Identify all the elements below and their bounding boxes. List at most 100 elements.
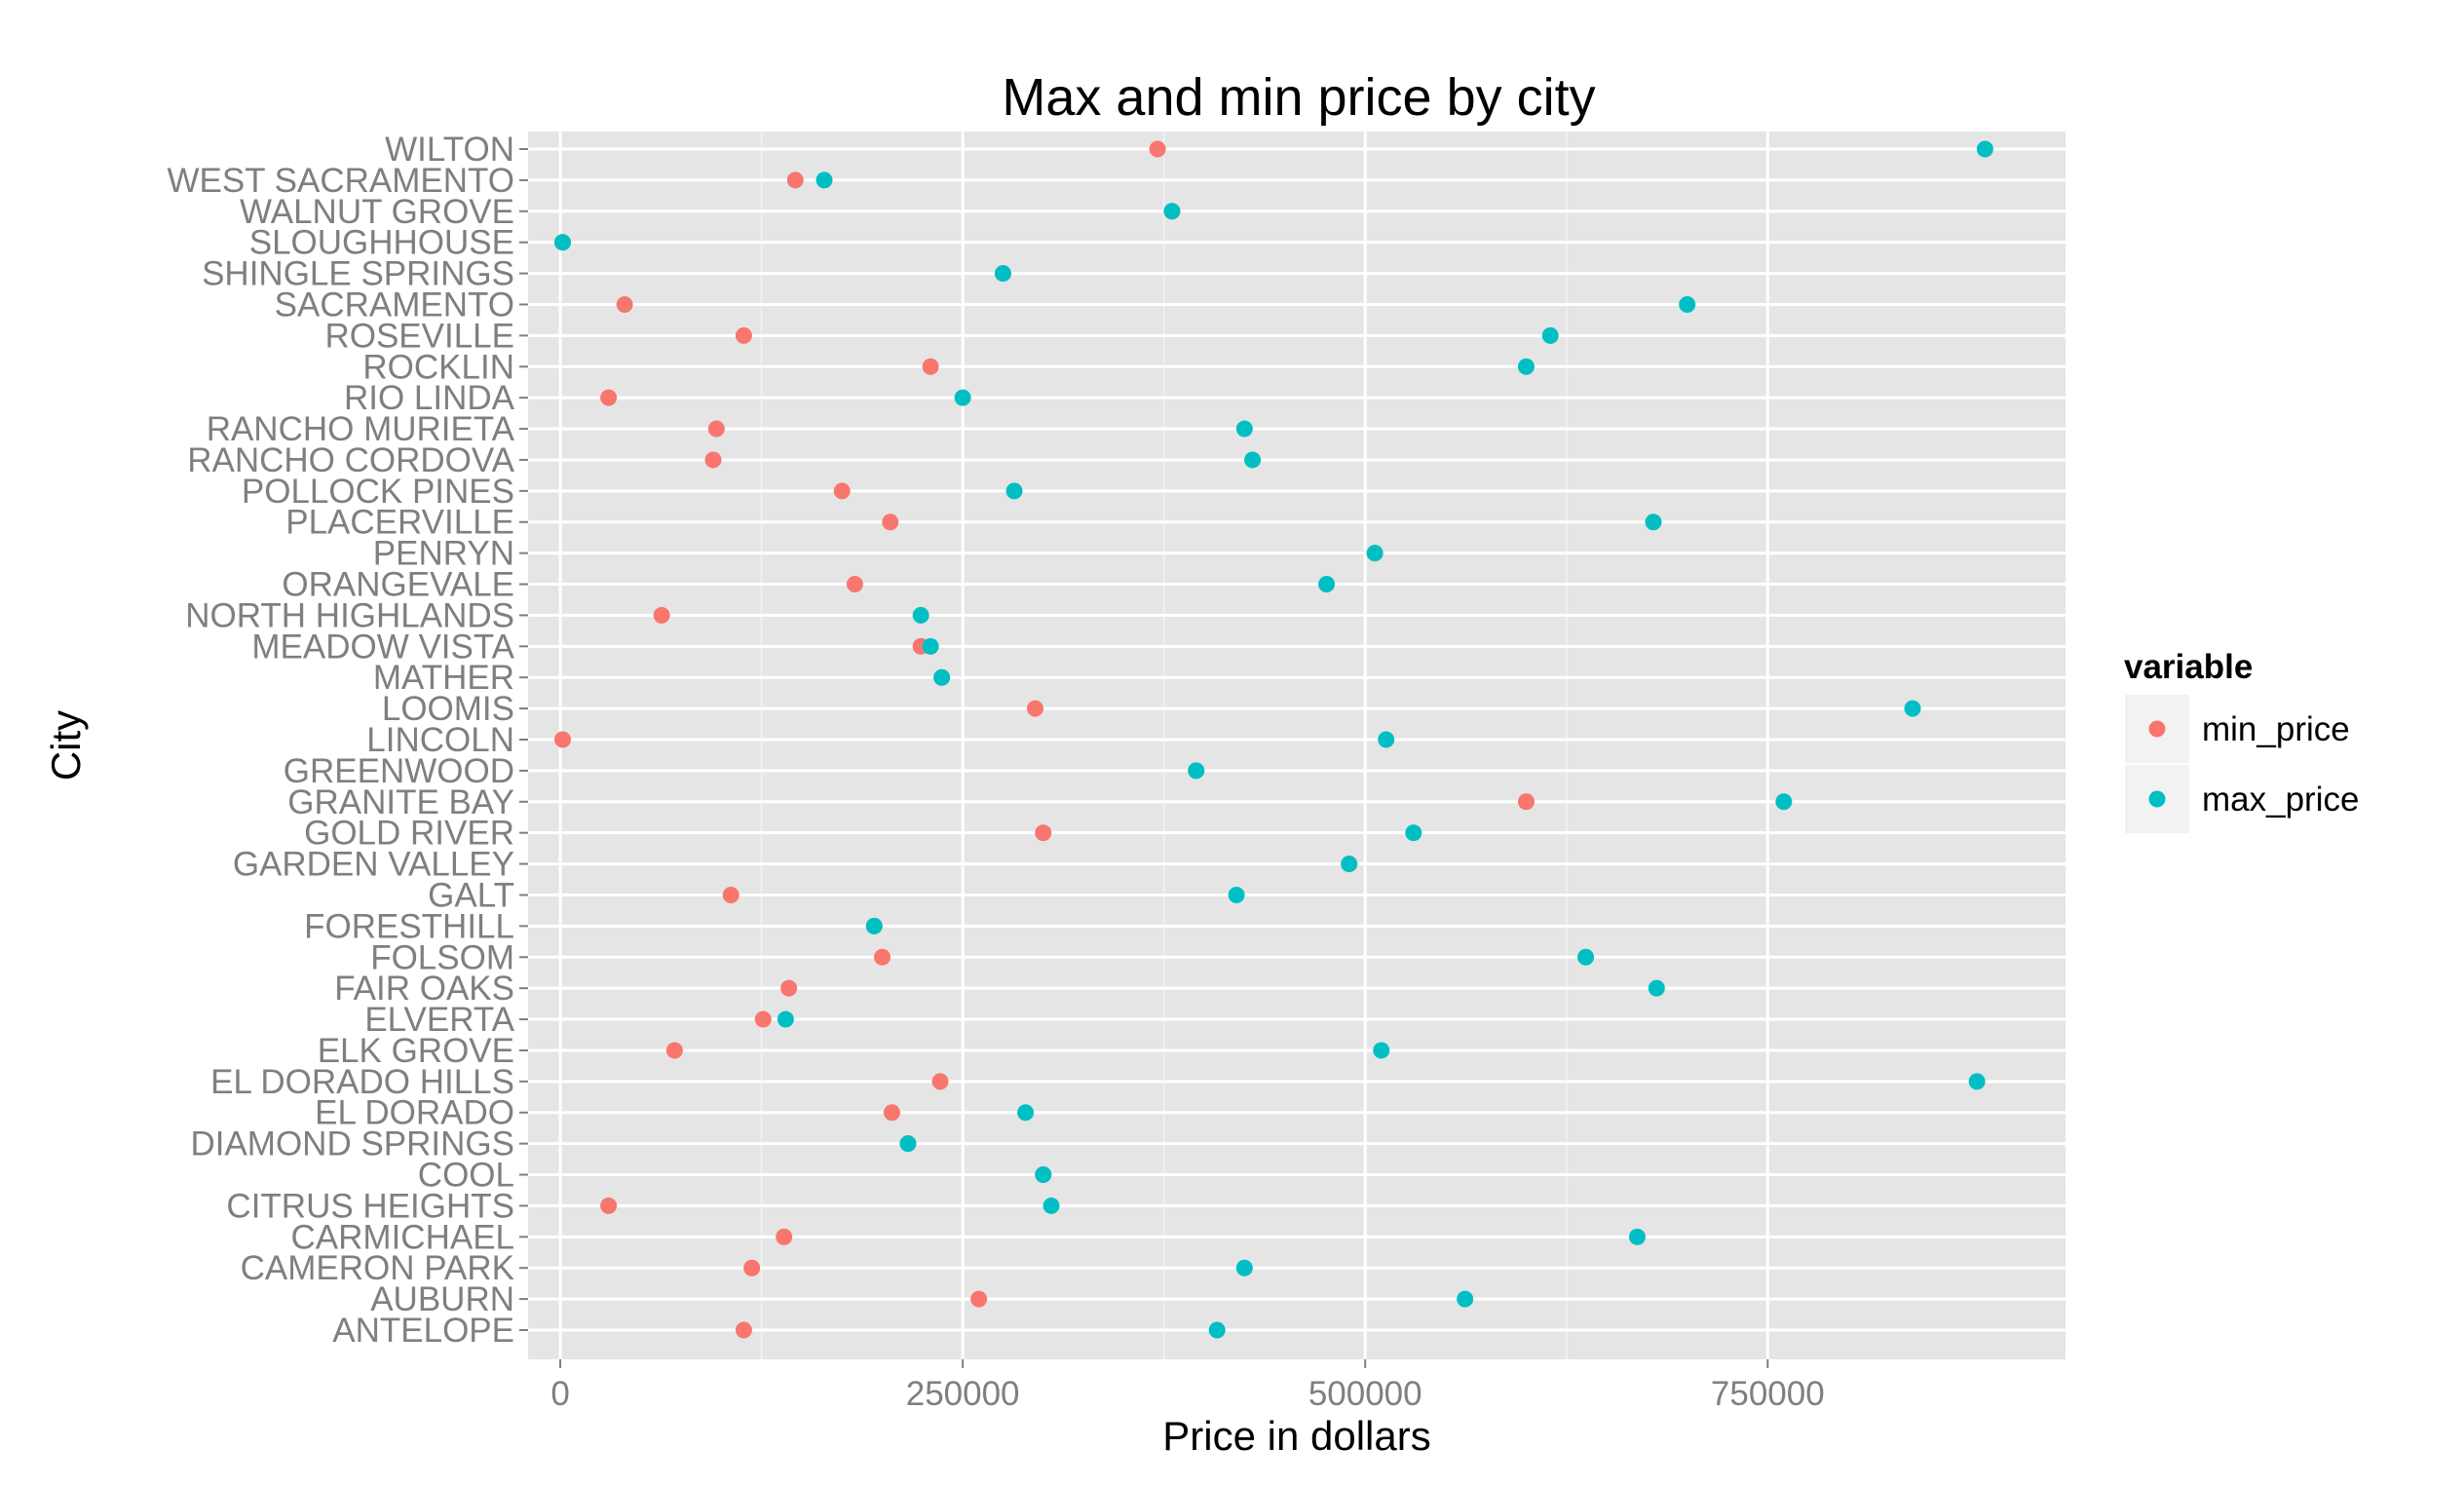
point-min_price bbox=[882, 514, 899, 531]
point-min_price bbox=[874, 948, 891, 966]
points bbox=[554, 140, 1993, 1339]
point-max_price bbox=[1373, 1042, 1390, 1059]
y-tick-label: LINCOLN bbox=[366, 721, 514, 759]
y-tick-label: FAIR OAKS bbox=[334, 970, 514, 1008]
y-tick-label: RANCHO CORDOVA bbox=[187, 441, 514, 479]
point-max_price bbox=[1378, 731, 1395, 748]
y-axis-title: City bbox=[43, 710, 89, 781]
point-max_price bbox=[1645, 514, 1662, 531]
point-max_price bbox=[1042, 1197, 1060, 1214]
y-tick-label: GARDEN VALLEY bbox=[233, 846, 514, 884]
point-max_price bbox=[912, 606, 929, 624]
x-tick-label: 0 bbox=[550, 1375, 569, 1413]
point-max_price bbox=[1235, 1259, 1253, 1276]
y-tick-label: FOLSOM bbox=[370, 938, 514, 976]
point-max_price bbox=[922, 637, 939, 655]
point-max_price bbox=[1457, 1290, 1474, 1308]
y-tick-label: EL DORADO bbox=[315, 1094, 514, 1132]
chart-title: Max and min price by city bbox=[1002, 68, 1595, 127]
y-tick-label: FORESTHILL bbox=[304, 907, 514, 945]
y-tick-label: PLACERVILLE bbox=[285, 504, 514, 542]
legend-label: min_price bbox=[2202, 710, 2350, 748]
y-tick-label: CARMICHAEL bbox=[291, 1218, 514, 1256]
y-tick-label: NORTH HIGHLANDS bbox=[185, 596, 514, 634]
y-tick-label: RIO LINDA bbox=[344, 379, 515, 417]
y-tick-label: SHINGLE SPRINGS bbox=[202, 255, 514, 293]
y-tick-label: COOL bbox=[418, 1157, 514, 1195]
point-min_price bbox=[704, 451, 722, 469]
point-max_price bbox=[954, 389, 971, 406]
point-max_price bbox=[865, 917, 883, 934]
legend-key-point bbox=[2148, 720, 2166, 738]
y-tick-label: EL DORADO HILLS bbox=[210, 1063, 514, 1101]
y-tick-label: ELVERTA bbox=[364, 1001, 514, 1039]
legend-label: max_price bbox=[2202, 781, 2359, 819]
y-tick-label: ELK GROVE bbox=[318, 1032, 514, 1070]
point-max_price bbox=[1366, 545, 1384, 562]
point-min_price bbox=[786, 171, 804, 189]
point-min_price bbox=[665, 1042, 683, 1059]
y-tick-label: ANTELOPE bbox=[332, 1312, 514, 1350]
y-tick-label: SLOUGHHOUSE bbox=[249, 224, 514, 262]
point-max_price bbox=[1976, 140, 1993, 158]
point-max_price bbox=[1648, 979, 1665, 997]
point-min_price bbox=[883, 1104, 900, 1122]
y-tick-label: ROSEVILLE bbox=[324, 317, 514, 355]
y-tick-label: POLLOCK PINES bbox=[242, 473, 514, 511]
y-tick-label: AUBURN bbox=[370, 1280, 514, 1318]
point-min_price bbox=[922, 358, 939, 375]
point-min_price bbox=[1026, 700, 1043, 717]
point-min_price bbox=[970, 1290, 988, 1308]
x-axis-title: Price in dollars bbox=[1162, 1413, 1430, 1459]
point-max_price bbox=[1904, 700, 1921, 717]
point-min_price bbox=[833, 482, 851, 500]
point-max_price bbox=[1341, 856, 1358, 873]
y-tick-label: MEADOW VISTA bbox=[251, 628, 514, 666]
grid bbox=[528, 132, 2066, 1359]
x-axis: 0 250000 500000 750000 bbox=[550, 1359, 1825, 1413]
point-max_price bbox=[1541, 326, 1559, 344]
point-max_price bbox=[815, 171, 833, 189]
point-min_price bbox=[722, 886, 739, 903]
y-tick-label: PENRYN bbox=[373, 535, 514, 573]
point-min_price bbox=[735, 326, 752, 344]
point-max_price bbox=[1228, 886, 1245, 903]
point-max_price bbox=[1517, 358, 1535, 375]
point-max_price bbox=[777, 1010, 794, 1028]
point-max_price bbox=[899, 1135, 917, 1153]
y-tick-label: ORANGEVALE bbox=[282, 566, 514, 604]
point-max_price bbox=[933, 668, 951, 686]
point-min_price bbox=[653, 606, 670, 624]
y-tick-label: RANCHO MURIETA bbox=[207, 410, 515, 448]
point-max_price bbox=[1188, 762, 1205, 780]
point-max_price bbox=[1679, 295, 1696, 313]
legend: variable min_price max_price bbox=[2123, 648, 2359, 835]
y-tick-label: SACRAMENTO bbox=[275, 286, 514, 324]
legend-title: variable bbox=[2124, 648, 2253, 686]
point-max_price bbox=[994, 265, 1011, 283]
x-tick-label: 250000 bbox=[906, 1375, 1020, 1413]
point-min_price bbox=[554, 731, 572, 748]
legend-items: min_price max_price bbox=[2123, 693, 2359, 835]
point-min_price bbox=[743, 1259, 761, 1276]
y-tick-label: LOOMIS bbox=[382, 690, 514, 728]
point-max_price bbox=[1318, 576, 1336, 593]
y-tick-label: CITRUS HEIGHTS bbox=[226, 1187, 514, 1225]
y-tick-label: GREENWOOD bbox=[284, 752, 514, 790]
point-min_price bbox=[616, 295, 633, 313]
point-min_price bbox=[1035, 824, 1052, 842]
x-tick-label: 500000 bbox=[1308, 1375, 1422, 1413]
y-tick-label: GRANITE BAY bbox=[287, 783, 514, 821]
point-max_price bbox=[1017, 1104, 1035, 1122]
point-min_price bbox=[735, 1321, 752, 1339]
point-max_price bbox=[1775, 793, 1793, 811]
point-min_price bbox=[1517, 793, 1535, 811]
y-tick-label: GALT bbox=[428, 876, 514, 914]
point-max_price bbox=[1005, 482, 1023, 500]
y-tick-label: MATHER bbox=[373, 659, 514, 697]
point-max_price bbox=[1628, 1228, 1646, 1245]
point-max_price bbox=[1577, 948, 1595, 966]
point-max_price bbox=[1163, 203, 1181, 220]
point-min_price bbox=[780, 979, 798, 997]
